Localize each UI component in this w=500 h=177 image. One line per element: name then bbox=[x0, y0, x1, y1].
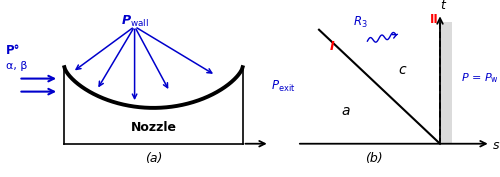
Text: (b): (b) bbox=[365, 152, 383, 165]
Text: t: t bbox=[440, 0, 444, 12]
Text: P = P$_{\rm w}$: P = P$_{\rm w}$ bbox=[462, 72, 500, 85]
Text: P$_{\rm wall}$: P$_{\rm wall}$ bbox=[120, 13, 148, 28]
Text: II: II bbox=[430, 13, 439, 26]
Text: c: c bbox=[399, 63, 406, 78]
Text: P°: P° bbox=[6, 44, 20, 57]
Text: P$_{\rm exit}$: P$_{\rm exit}$ bbox=[271, 79, 295, 94]
Text: a: a bbox=[341, 104, 349, 118]
Text: R$_3$: R$_3$ bbox=[354, 15, 368, 30]
Text: Nozzle: Nozzle bbox=[130, 121, 176, 134]
Text: s: s bbox=[493, 139, 500, 152]
Text: I: I bbox=[330, 39, 334, 53]
Text: α, β: α, β bbox=[6, 61, 28, 71]
Text: (a): (a) bbox=[145, 152, 162, 165]
Polygon shape bbox=[440, 22, 452, 144]
